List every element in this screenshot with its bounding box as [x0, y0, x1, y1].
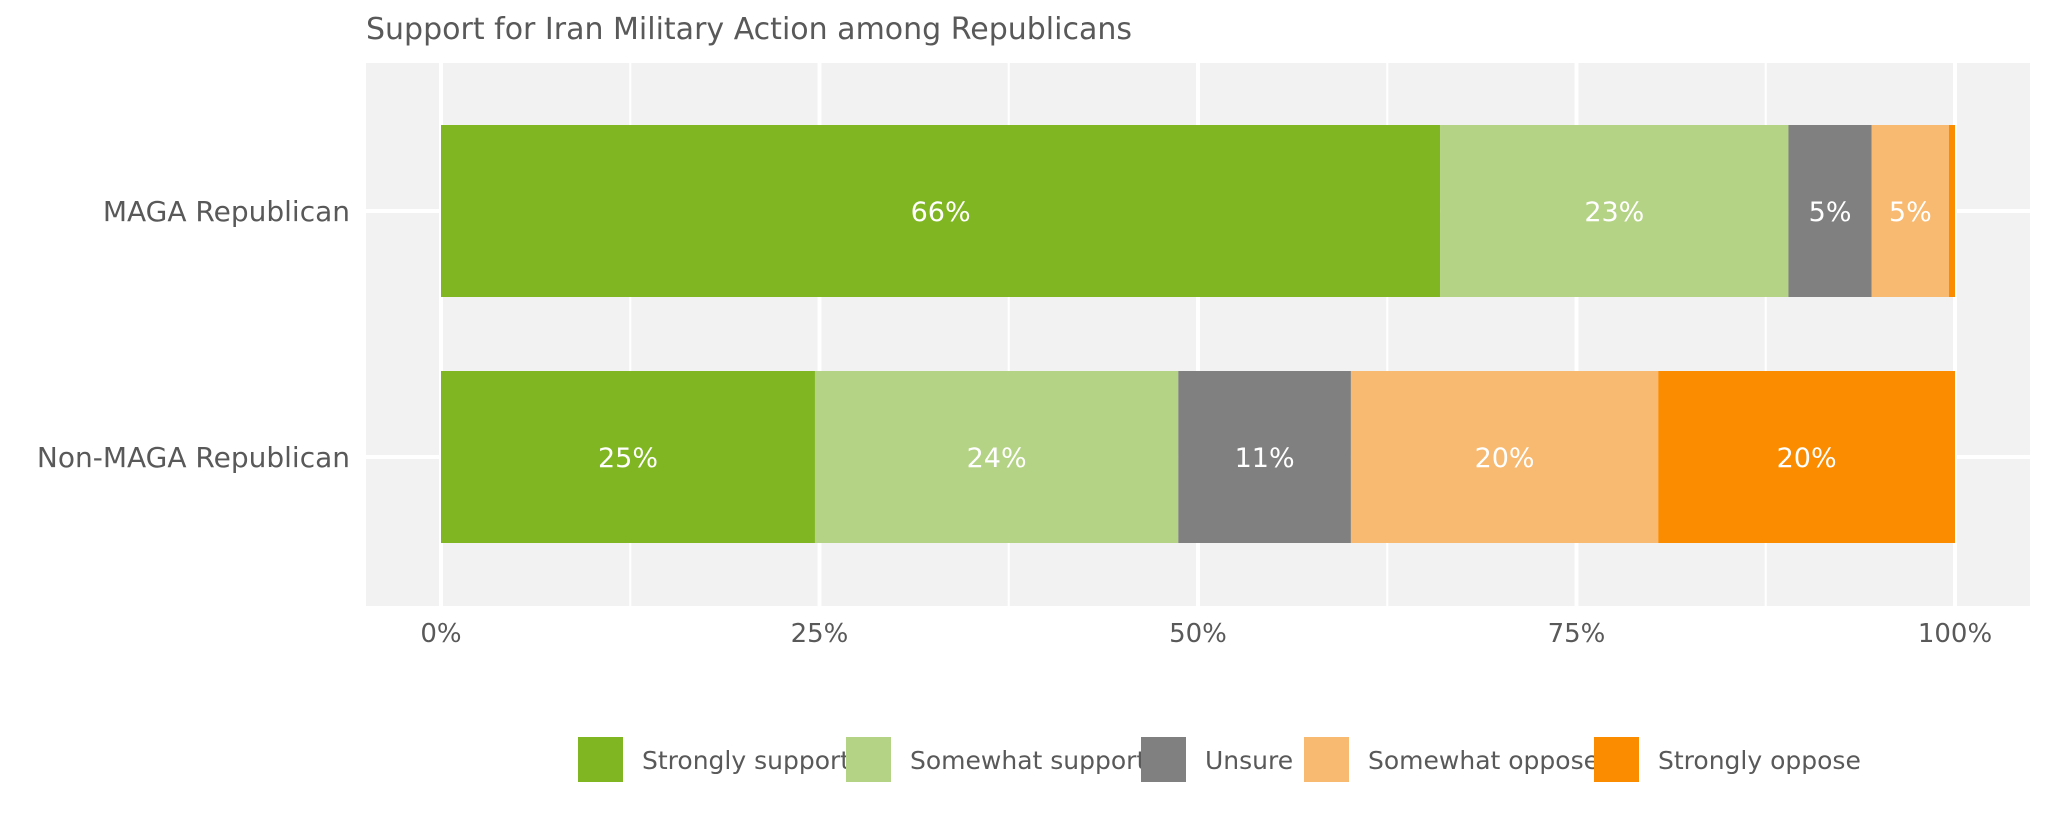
bar-data-label: 20%: [1475, 443, 1535, 474]
bar-segment: [1948, 125, 1955, 297]
bar-data-label: 25%: [598, 443, 658, 474]
bar-segment: [441, 371, 815, 543]
bar-segment: [1788, 125, 1872, 297]
bar-segment: [1178, 371, 1351, 543]
bar-segment: [1350, 371, 1659, 543]
legend-label: Strongly support: [642, 746, 850, 775]
bar-data-label: 24%: [967, 443, 1027, 474]
legend-swatch: [1594, 737, 1639, 782]
bar-segment: [441, 125, 1441, 297]
bar-data-label: 5%: [1889, 197, 1932, 228]
legend-label: Unsure: [1205, 746, 1293, 775]
legend-label: Somewhat oppose: [1368, 746, 1599, 775]
x-tick-label: 50%: [1169, 619, 1227, 649]
category-label: Non-MAGA Republican: [37, 441, 350, 474]
legend-label: Somewhat support: [910, 746, 1146, 775]
legend-label: Strongly oppose: [1658, 746, 1861, 775]
bar-segment: [1440, 125, 1789, 297]
x-tick-label: 0%: [420, 619, 461, 649]
x-axis-ticks: 0% 25% 50% 75% 100%: [420, 619, 1992, 649]
chart-title: Support for Iran Military Action among R…: [366, 12, 1132, 47]
category-labels: MAGA Republican Non-MAGA Republican: [37, 195, 350, 474]
bar-segment: [814, 371, 1179, 543]
bar-data-label: 23%: [1584, 197, 1644, 228]
legend-swatch: [578, 737, 623, 782]
bar-segment: [1871, 125, 1949, 297]
legend-swatch: [1304, 737, 1349, 782]
category-label: MAGA Republican: [103, 195, 350, 228]
legend-swatch: [846, 737, 891, 782]
legend-swatch: [1141, 737, 1186, 782]
bars: 66% 23% 5% 5% 25% 24% 11% 20% 20%: [441, 125, 1955, 543]
bar-data-label: 20%: [1777, 443, 1837, 474]
x-tick-label: 25%: [791, 619, 849, 649]
bar-data-label: 5%: [1809, 197, 1852, 228]
legend: Strongly support Somewhat support Unsure So…: [578, 737, 1861, 782]
bar-data-label: 66%: [911, 197, 971, 228]
bar-segment: [1658, 371, 1955, 543]
bar-data-label: 11%: [1235, 443, 1295, 474]
x-tick-label: 75%: [1548, 619, 1606, 649]
x-tick-label: 100%: [1918, 619, 1992, 649]
